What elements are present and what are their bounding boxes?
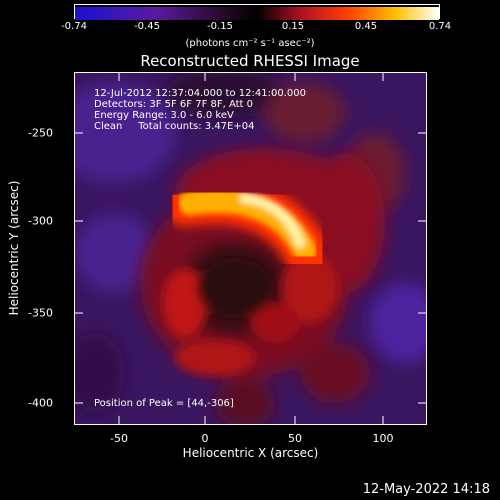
y-tick-label: -400 xyxy=(28,396,53,410)
colorbar-tick-label: -0.15 xyxy=(207,21,233,32)
y-tick-label: -250 xyxy=(28,126,53,140)
colorbar-tick-label: 0.74 xyxy=(428,21,452,32)
plot-title: Reconstructed RHESSI Image xyxy=(140,52,360,70)
footer-date: 12-May-2022 14:18 xyxy=(362,482,490,497)
x-tick-label: 100 xyxy=(372,432,394,445)
y-tick-label: -350 xyxy=(28,306,53,320)
x-tick-label: 0 xyxy=(201,432,209,445)
y-tick-label: -300 xyxy=(28,214,53,228)
detectors-text: Detectors: 3F 5F 6F 7F 8F, Att 0 xyxy=(94,99,254,110)
peak-position-text: Position of Peak = [44,-306] xyxy=(94,398,234,409)
x-tick-label: -50 xyxy=(110,432,128,445)
energy-range-text: Energy Range: 3.0 - 6.0 keV xyxy=(94,110,234,121)
time-range-text: 12-Jul-2012 12:37:04.000 to 12:41:00.000 xyxy=(94,88,306,99)
colorbar-tick-label: -0.74 xyxy=(61,21,87,32)
rhessi-image-plot xyxy=(74,72,427,425)
colorbar xyxy=(74,4,440,20)
colorbar-gradient xyxy=(75,7,439,20)
rhessi-image xyxy=(75,73,426,424)
colorbar-tick-label: 0.15 xyxy=(281,21,305,32)
x-axis-label: Heliocentric X (arcsec) xyxy=(182,446,319,460)
x-tick-label: 50 xyxy=(288,432,302,445)
y-axis-label: Heliocentric Y (arcsec) xyxy=(7,180,21,316)
clean-counts-text: Clean Total counts: 3.47E+04 xyxy=(94,121,255,132)
colorbar-units: (photons cm⁻² s⁻¹ asec⁻²) xyxy=(185,38,315,49)
colorbar-tick-label: -0.45 xyxy=(134,21,160,32)
colorbar-tick-label: 0.45 xyxy=(354,21,378,32)
